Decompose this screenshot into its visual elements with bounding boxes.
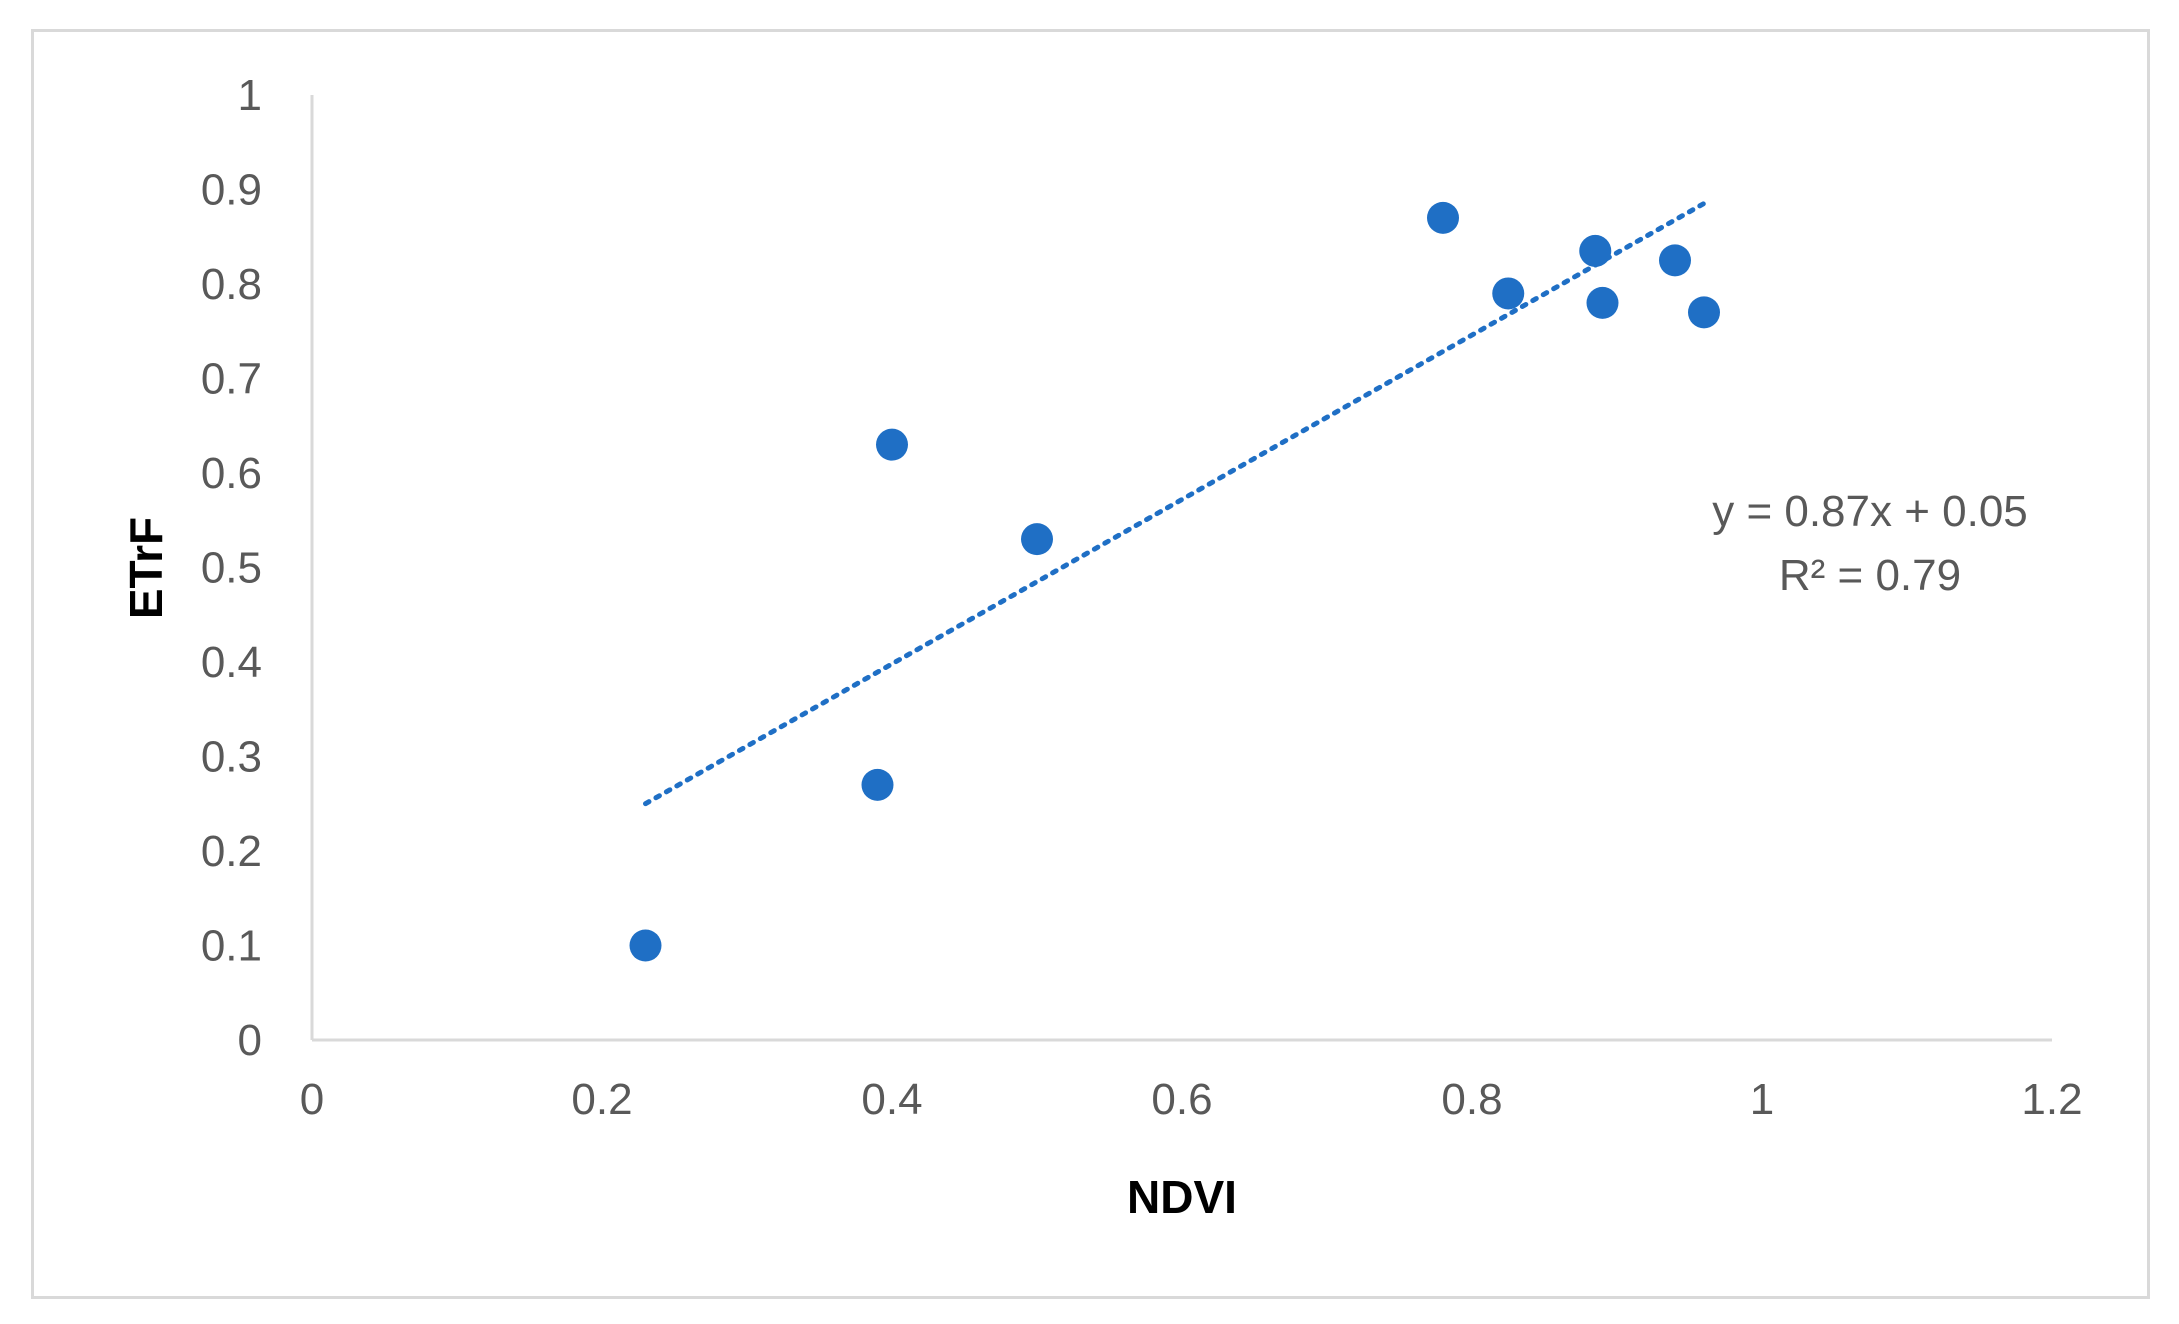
y-tick-label: 1 <box>238 71 262 120</box>
y-tick-label: 0.6 <box>201 449 262 498</box>
y-tick-label: 0.5 <box>201 544 262 593</box>
chart-frame <box>31 29 2150 1299</box>
x-tick-label: 1 <box>1750 1075 1774 1124</box>
data-point <box>876 428 908 461</box>
data-point <box>1579 234 1612 267</box>
data-point <box>1427 201 1459 234</box>
x-axis-title: NDVI <box>1127 1171 1237 1223</box>
data-point <box>1586 286 1619 319</box>
y-tick-label: 0.2 <box>201 827 262 876</box>
data-point <box>1659 244 1691 277</box>
axes <box>310 95 2052 1042</box>
data-point <box>629 929 662 962</box>
y-tick-label: 0.1 <box>201 922 262 971</box>
trendline-equation: y = 0.87x + 0.05 <box>1712 487 2028 536</box>
data-point <box>861 768 894 801</box>
x-tick-labels: 0 0.2 0.4 0.6 0.8 1 1.2 <box>300 1075 2083 1124</box>
data-point <box>1688 296 1720 329</box>
y-tick-labels: 0 0.1 0.2 0.3 0.4 0.5 0.6 0.7 0.8 0.9 1 <box>201 71 262 1065</box>
data-point <box>1492 277 1525 310</box>
trendline-r-squared: R² = 0.79 <box>1779 551 1961 600</box>
data-point <box>1021 523 1053 556</box>
y-tick-label: 0.4 <box>201 638 262 687</box>
y-tick-label: 0.7 <box>201 355 262 404</box>
y-tick-label: 0 <box>238 1016 262 1065</box>
y-axis-title: ETrF <box>120 517 172 619</box>
x-tick-label: 0.8 <box>1441 1075 1502 1124</box>
linear-trendline <box>643 200 1707 807</box>
y-tick-label: 0.8 <box>201 260 262 309</box>
x-tick-label: 1.2 <box>2021 1075 2082 1124</box>
data-points <box>629 201 1720 962</box>
x-tick-label: 0.2 <box>571 1075 632 1124</box>
x-tick-label: 0.4 <box>861 1075 922 1124</box>
x-tick-label: 0.6 <box>1151 1075 1212 1124</box>
x-tick-label: 0 <box>300 1075 324 1124</box>
y-tick-label: 0.9 <box>201 166 262 215</box>
y-tick-label: 0.3 <box>201 733 262 782</box>
